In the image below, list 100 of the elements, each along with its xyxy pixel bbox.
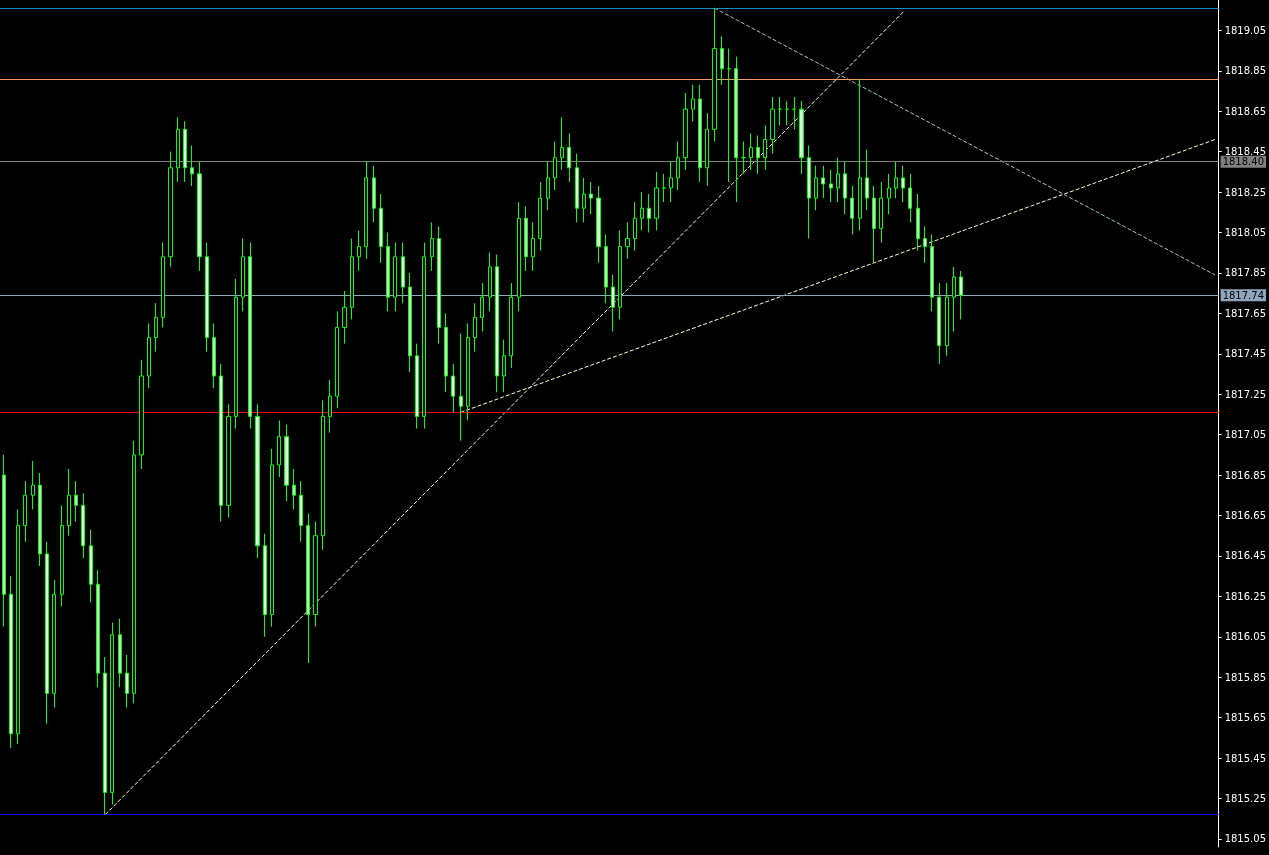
y-tick-label: 1819.05 bbox=[1224, 24, 1267, 36]
candlestick bbox=[937, 282, 941, 365]
candlestick bbox=[734, 56, 738, 203]
candlestick bbox=[9, 575, 13, 749]
candlestick bbox=[582, 177, 586, 223]
candlestick bbox=[161, 242, 165, 328]
candlestick bbox=[662, 173, 666, 203]
candlestick bbox=[321, 399, 325, 551]
candlestick bbox=[393, 242, 397, 312]
candlestick bbox=[103, 656, 107, 816]
candlestick bbox=[67, 468, 71, 537]
candlestick bbox=[538, 181, 542, 252]
candlestick bbox=[916, 193, 920, 252]
candlestick bbox=[698, 84, 702, 183]
candlestick bbox=[814, 165, 818, 211]
y-tick-label: 1817.85 bbox=[1224, 267, 1267, 279]
candlestick bbox=[197, 161, 202, 272]
candlestick bbox=[778, 96, 782, 126]
candlestick bbox=[154, 302, 158, 353]
candlestick bbox=[611, 274, 615, 333]
y-tick-label: 1818.05 bbox=[1224, 226, 1267, 238]
candlestick bbox=[176, 116, 180, 183]
candlestick bbox=[807, 145, 811, 240]
candlestick bbox=[466, 322, 470, 421]
candlestick bbox=[139, 359, 144, 470]
candlestick bbox=[712, 7, 717, 142]
candlestick bbox=[226, 403, 231, 518]
candlestick bbox=[125, 654, 129, 709]
candlestick bbox=[756, 134, 760, 175]
candlestick bbox=[96, 569, 100, 688]
candlestick bbox=[553, 141, 557, 191]
candlestick bbox=[865, 149, 869, 211]
candlestick bbox=[408, 272, 412, 373]
candlestick bbox=[248, 242, 252, 430]
y-tick-label: 1818.65 bbox=[1224, 105, 1267, 117]
candlestick bbox=[647, 193, 651, 233]
y-tick-label: 1817.05 bbox=[1224, 429, 1267, 441]
candlestick bbox=[451, 363, 455, 413]
candlestick bbox=[372, 165, 376, 223]
y-tick-label: 1816.05 bbox=[1224, 631, 1267, 643]
candlestick bbox=[618, 229, 622, 320]
candlestick bbox=[945, 282, 949, 357]
candlestick bbox=[444, 312, 448, 393]
candlestick bbox=[306, 512, 310, 664]
candlestick bbox=[691, 84, 695, 122]
candlestick bbox=[763, 124, 767, 171]
candlestick bbox=[843, 161, 847, 215]
y-tick-label: 1815.25 bbox=[1224, 792, 1267, 804]
y-tick-label: 1817.45 bbox=[1224, 348, 1267, 360]
candlestick bbox=[546, 161, 550, 211]
candlestick bbox=[575, 153, 579, 223]
y-tick-label: 1818.25 bbox=[1224, 186, 1267, 198]
y-tick-label: 1815.65 bbox=[1224, 712, 1267, 724]
candlestick bbox=[284, 424, 289, 502]
candlestick bbox=[52, 579, 56, 709]
candlestick bbox=[45, 541, 49, 725]
candlestick bbox=[676, 141, 680, 191]
candlestick bbox=[495, 254, 499, 393]
candlestick bbox=[850, 185, 854, 235]
y-tick-label: 1817.65 bbox=[1224, 307, 1267, 319]
candlestick bbox=[770, 96, 775, 155]
candlestick bbox=[219, 363, 223, 523]
candlestick bbox=[879, 181, 883, 244]
candlestick bbox=[517, 201, 521, 312]
candlestick bbox=[930, 233, 934, 312]
candlestick bbox=[749, 132, 753, 171]
candlestick bbox=[901, 165, 905, 203]
candlestick bbox=[132, 440, 136, 704]
candlestick bbox=[422, 242, 426, 430]
candlestick bbox=[16, 508, 20, 745]
candlestick bbox=[567, 132, 571, 183]
candlestick bbox=[887, 173, 891, 215]
candlestick bbox=[792, 96, 796, 130]
y-tick-label: 1815.45 bbox=[1224, 752, 1267, 764]
candlestick bbox=[81, 492, 85, 559]
candlestick bbox=[589, 181, 593, 215]
candlestick bbox=[241, 238, 245, 312]
candlestick bbox=[560, 116, 564, 171]
candlestick bbox=[350, 238, 354, 320]
candlestick bbox=[386, 231, 390, 312]
candlestick bbox=[364, 161, 368, 260]
ref-line-label: 1817.74 bbox=[1222, 289, 1265, 301]
candlestick bbox=[459, 333, 463, 442]
candlestick bbox=[277, 419, 281, 478]
candlestick bbox=[654, 171, 659, 231]
candlestick bbox=[531, 221, 535, 272]
candlestick bbox=[147, 322, 151, 389]
y-tick-label: 1816.45 bbox=[1224, 550, 1267, 562]
candlestick bbox=[509, 282, 513, 369]
y-tick-label: 1817.25 bbox=[1224, 388, 1267, 400]
candlestick bbox=[31, 460, 35, 510]
y-tick-label: 1818.45 bbox=[1224, 146, 1267, 158]
candlestick bbox=[430, 221, 434, 272]
candlestick bbox=[234, 278, 238, 430]
candlestick bbox=[190, 145, 194, 187]
candlestick bbox=[625, 221, 630, 260]
candlestick bbox=[720, 35, 724, 86]
candlestick bbox=[38, 472, 42, 567]
candlestick bbox=[168, 151, 173, 268]
candlestick bbox=[669, 161, 673, 203]
